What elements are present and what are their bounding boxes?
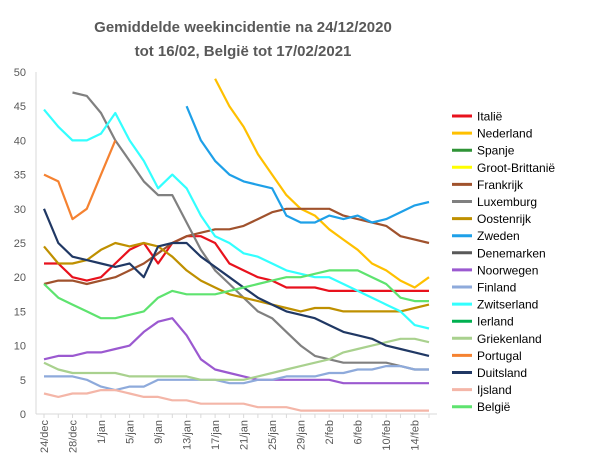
x-tick-label: 13/jan xyxy=(182,420,194,450)
x-tick-label: 14/feb xyxy=(410,420,422,451)
x-tick-label: 10/feb xyxy=(381,420,393,451)
x-tick-label: 5/jan xyxy=(125,420,137,444)
series-16-line xyxy=(43,389,429,412)
legend-label: Italië xyxy=(477,110,503,124)
x-tick-label: 25/jan xyxy=(267,420,279,450)
y-tick-label: 15 xyxy=(14,306,26,318)
legend-label: Nederland xyxy=(477,127,532,141)
x-tick-label: 6/feb xyxy=(353,420,365,444)
y-tick-label: 30 xyxy=(14,204,26,216)
legend-label: Zweden xyxy=(477,229,520,243)
y-tick-label: 45 xyxy=(14,101,26,113)
legend-label: Denemarken xyxy=(477,246,546,260)
series-7-line xyxy=(185,105,430,224)
y-tick-label: 50 xyxy=(14,67,26,79)
y-tick-label: 0 xyxy=(20,409,26,421)
series-14-line xyxy=(43,139,117,221)
legend-label: Luxemburg xyxy=(477,195,537,209)
y-tick-label: 5 xyxy=(20,375,26,387)
series-9-line xyxy=(43,317,429,385)
x-tick-label: 9/jan xyxy=(153,420,165,444)
legend-label: België xyxy=(477,400,511,414)
legend: Italië Nederland Spanje Groot-Brittanië Fran… xyxy=(452,110,555,414)
x-tick-label: 28/dec xyxy=(68,420,80,454)
chart-title-line-1: Gemiddelde weekincidentie na 24/12/2020 xyxy=(94,19,392,36)
y-tick-label: 10 xyxy=(14,341,26,353)
legend-label: Ijsland xyxy=(477,383,512,397)
series-10-line xyxy=(44,365,429,392)
series-0-line xyxy=(44,235,429,292)
legend-label: Frankrijk xyxy=(477,178,524,192)
legend-label: Finland xyxy=(477,281,516,295)
series-17-line xyxy=(43,269,429,320)
series-11-line xyxy=(43,108,430,330)
x-tick-label: 29/jan xyxy=(296,420,308,450)
legend-label: Duitsland xyxy=(477,366,527,380)
legend-label: Groot-Brittanië xyxy=(477,161,555,175)
axes: 0 5 10 15 20 25 30 35 40 45 50 24/dec 28/dec 1/jan 5/j… xyxy=(14,67,437,453)
series-13-line xyxy=(43,337,430,381)
legend-label: Portugal xyxy=(477,349,522,363)
y-tick-label: 20 xyxy=(14,272,26,284)
series-lines xyxy=(42,78,430,412)
series-15-line xyxy=(42,208,430,357)
x-tick-label: 21/jan xyxy=(239,420,251,450)
y-tick-label: 40 xyxy=(14,135,26,147)
y-tick-label: 25 xyxy=(14,238,26,250)
x-tick-label: 2/feb xyxy=(324,420,336,444)
legend-label: Griekenland xyxy=(477,332,542,346)
legend-label: Noorwegen xyxy=(477,263,538,277)
x-tick-label: 24/dec xyxy=(39,420,51,454)
series-4-line xyxy=(43,207,430,286)
legend-label: Spanje xyxy=(477,144,515,158)
x-tick-label: 1/jan xyxy=(96,420,108,444)
y-tick-label: 35 xyxy=(14,170,26,182)
x-tick-label: 17/jan xyxy=(210,420,222,450)
chart-title-line-2: tot 16/02, België tot 17/02/2021 xyxy=(135,43,352,60)
legend-label: Oostenrijk xyxy=(477,212,532,226)
legend-label: Zwitserland xyxy=(477,298,538,312)
series-5-line xyxy=(72,91,429,371)
series-6-line xyxy=(43,241,430,313)
series-1-line xyxy=(214,78,430,289)
legend-label: Ierland xyxy=(477,315,514,329)
